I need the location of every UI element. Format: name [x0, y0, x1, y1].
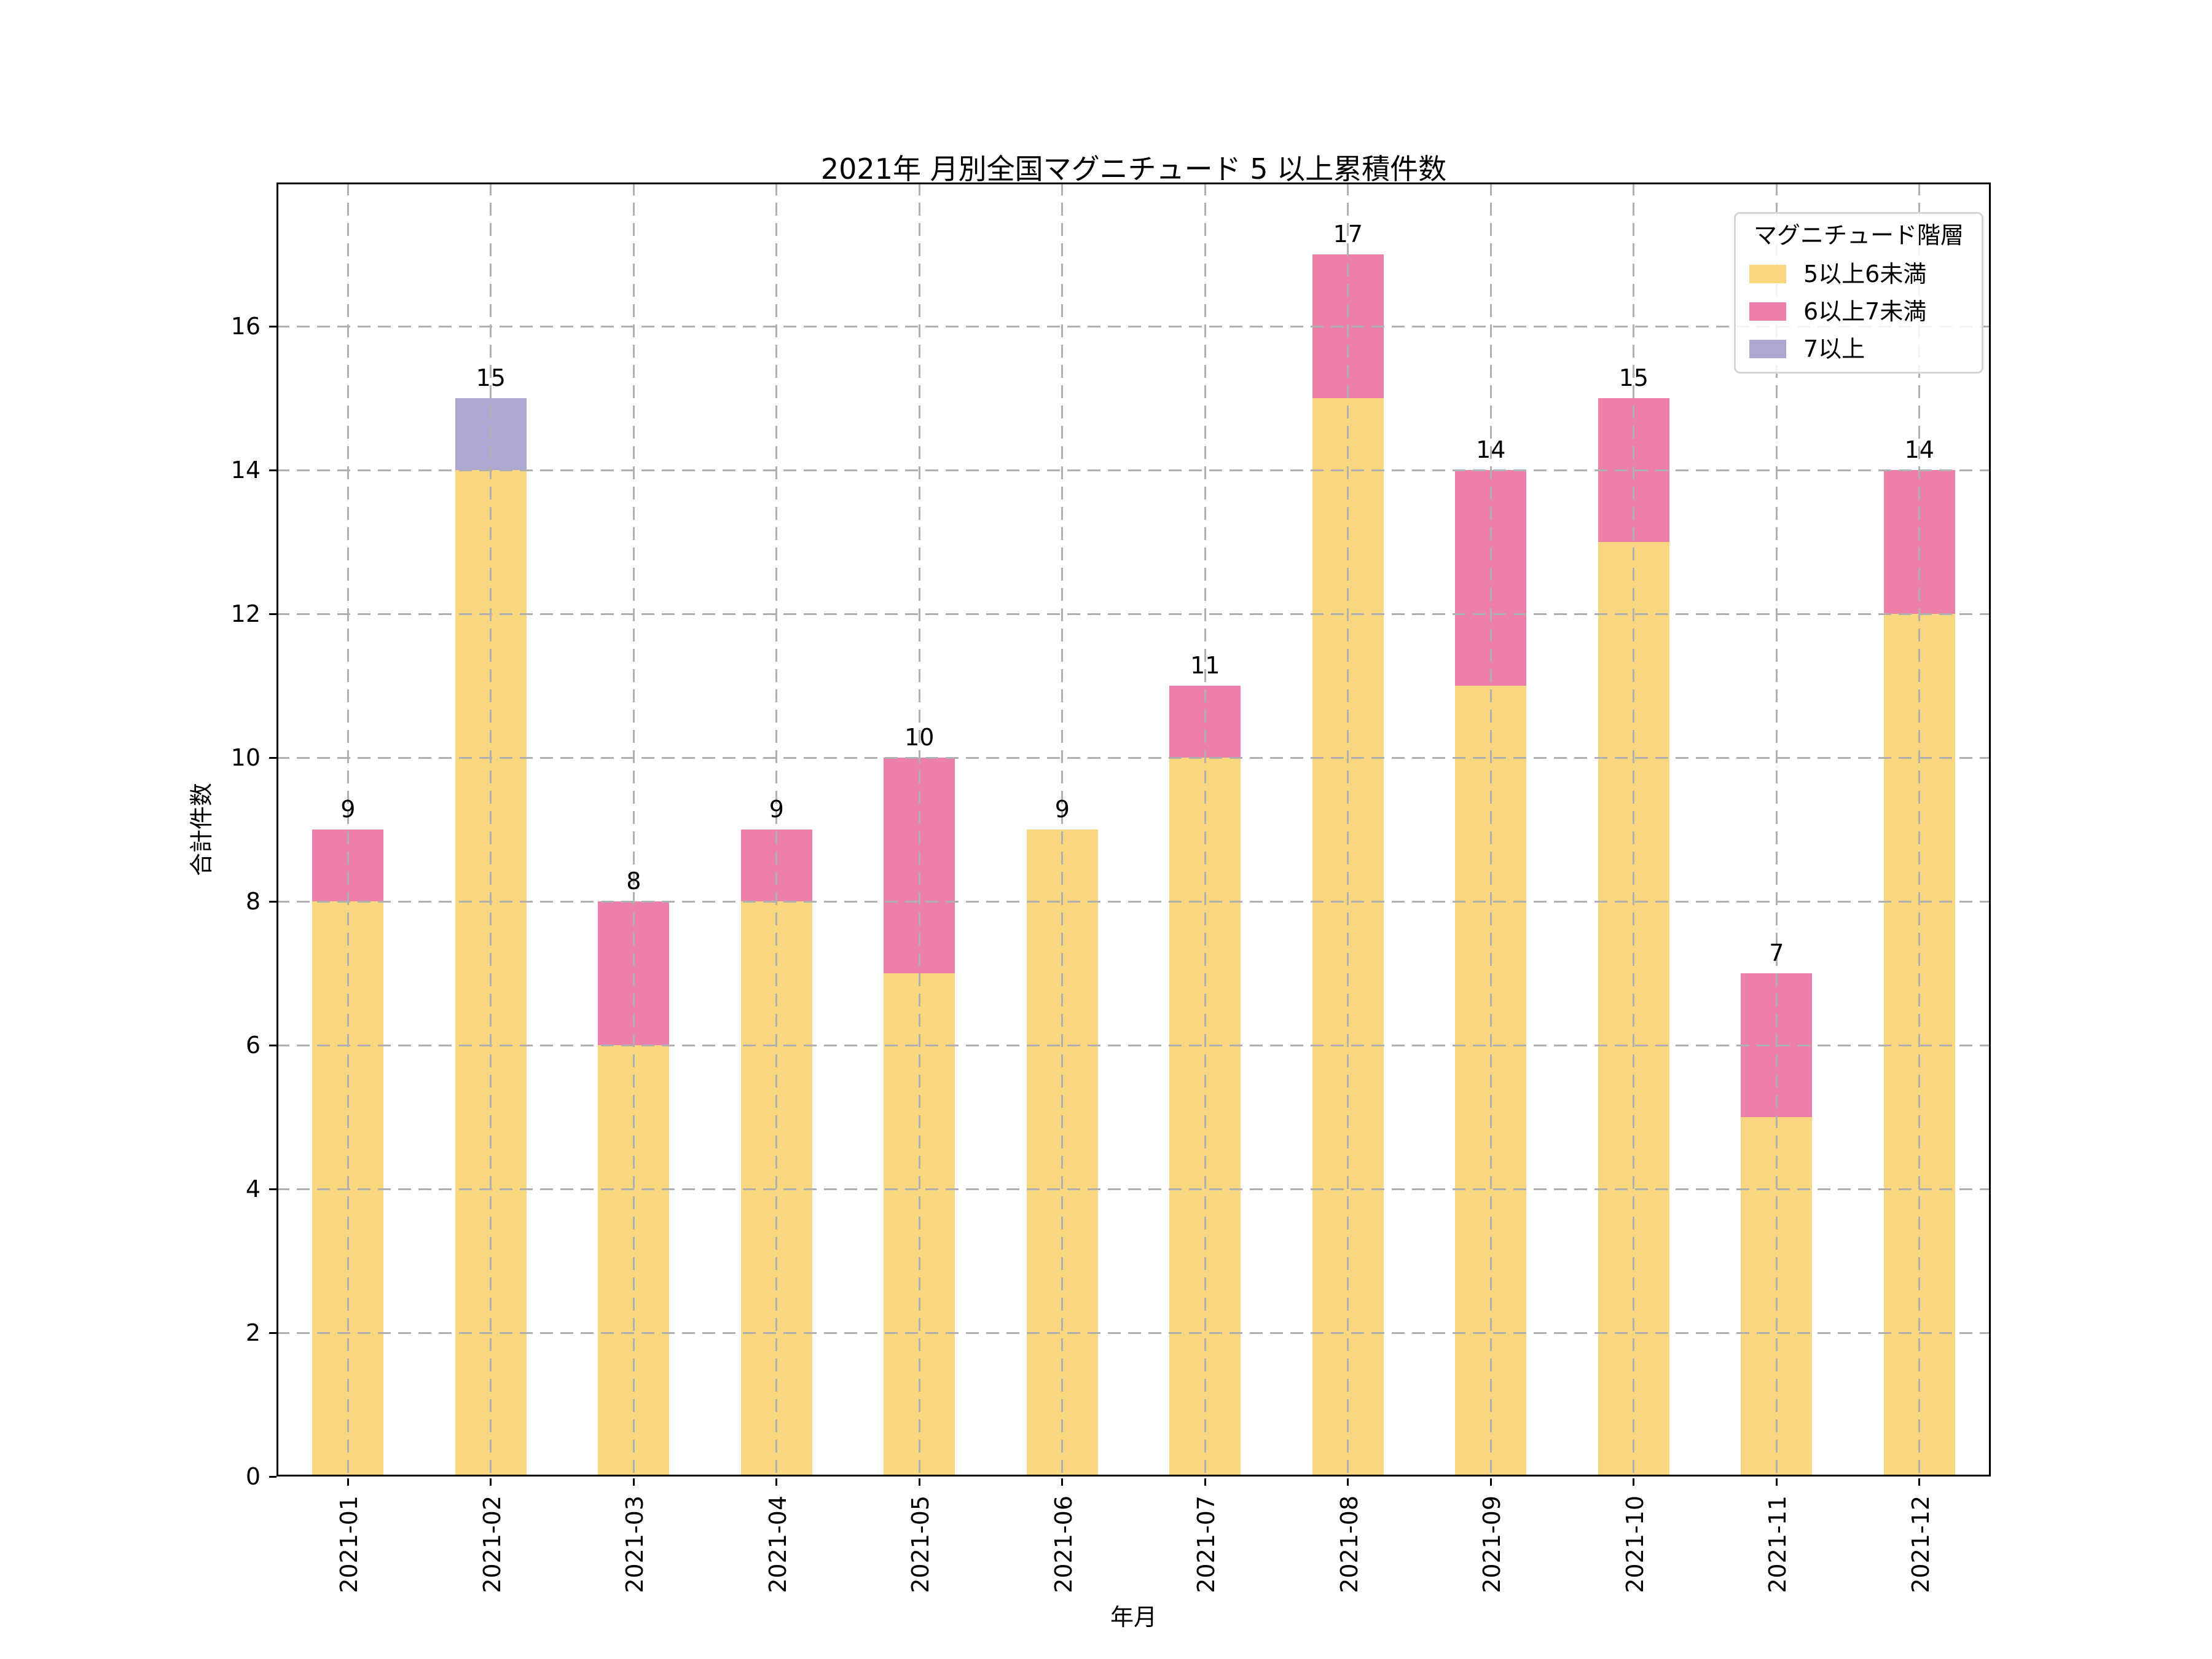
gridline-v	[775, 182, 778, 1477]
bar-value-label: 9	[769, 796, 784, 823]
legend-row: 5以上6未満	[1744, 260, 1973, 288]
x-tick-label: 2021-01	[335, 1496, 363, 1593]
gridline-h	[276, 613, 1991, 615]
x-tick-label: 2021-09	[1478, 1496, 1506, 1593]
x-tick-label: 2021-03	[621, 1496, 649, 1593]
gridline-h	[276, 469, 1991, 471]
x-tick-mark	[490, 1478, 492, 1486]
x-tick-label: 2021-08	[1335, 1496, 1363, 1593]
y-tick-label: 12	[230, 600, 261, 627]
y-tick-label: 2	[245, 1319, 261, 1346]
gridline-h	[276, 325, 1991, 327]
bar-value-label: 15	[476, 364, 506, 391]
y-tick-mark	[269, 1332, 276, 1334]
bar-value-label: 9	[340, 796, 356, 823]
y-tick-mark	[269, 469, 276, 471]
x-tick-label: 2021-07	[1193, 1496, 1220, 1593]
gridline-h	[276, 1332, 1991, 1334]
bar-value-label: 14	[1476, 436, 1506, 463]
x-tick-mark	[1775, 1478, 1778, 1486]
y-tick-mark	[269, 1044, 276, 1046]
bar-value-label: 11	[1190, 652, 1220, 679]
gridline-h	[276, 900, 1991, 903]
y-tick-label: 0	[245, 1463, 261, 1490]
plot-area	[276, 182, 1991, 1477]
gridline-v	[1204, 182, 1206, 1477]
gridline-v	[1918, 182, 1921, 1477]
legend-label-m6: 6以上7未満	[1803, 298, 1927, 325]
legend-box: マグニチュード階層 5以上6未満 6以上7未満 7以上	[1734, 212, 1983, 374]
y-tick-label: 14	[230, 457, 261, 484]
x-tick-label: 2021-04	[764, 1496, 791, 1593]
gridline-v	[918, 182, 920, 1477]
x-tick-mark	[918, 1478, 920, 1486]
y-tick-mark	[269, 756, 276, 759]
y-tick-label: 4	[245, 1175, 261, 1202]
legend-title: マグニチュード階層	[1753, 222, 1964, 249]
x-tick-label: 2021-02	[478, 1496, 506, 1593]
y-tick-label: 10	[230, 744, 261, 771]
legend-swatch-m5-icon	[1749, 265, 1786, 283]
x-tick-label: 2021-10	[1621, 1496, 1649, 1593]
chart-title: 2021年 月別全国マグニチュード 5 以上累積件数	[820, 152, 1447, 186]
y-tick-label: 6	[245, 1032, 261, 1059]
y-tick-label: 16	[230, 313, 261, 340]
gridline-v	[632, 182, 635, 1477]
x-tick-mark	[775, 1478, 778, 1486]
x-tick-mark	[1918, 1478, 1921, 1486]
legend-swatch-m7-icon	[1749, 340, 1786, 358]
x-tick-mark	[1489, 1478, 1492, 1486]
x-axis-label: 年月	[1110, 1604, 1157, 1631]
gridline-v	[1775, 182, 1778, 1477]
legend-row: 7以上	[1744, 335, 1973, 363]
gridline-v	[347, 182, 349, 1477]
gridline-v	[1347, 182, 1349, 1477]
y-tick-mark	[269, 325, 276, 327]
gridline-v	[1061, 182, 1064, 1477]
y-tick-label: 8	[245, 888, 261, 915]
x-tick-mark	[1347, 1478, 1349, 1486]
x-tick-mark	[1204, 1478, 1206, 1486]
legend-label-m7: 7以上	[1803, 335, 1865, 363]
bar-value-label: 8	[626, 868, 641, 895]
gridline-h	[276, 1044, 1991, 1046]
x-tick-mark	[632, 1478, 635, 1486]
y-tick-mark	[269, 900, 276, 903]
gridline-h	[276, 756, 1991, 759]
gridline-v	[1633, 182, 1635, 1477]
x-tick-mark	[347, 1478, 349, 1486]
y-tick-mark	[269, 1188, 276, 1190]
legend-label-m5: 5以上6未満	[1803, 261, 1927, 288]
y-tick-mark	[269, 613, 276, 615]
x-tick-mark	[1633, 1478, 1635, 1486]
bar-value-label: 7	[1769, 939, 1784, 967]
gridline-v	[490, 182, 492, 1477]
gridline-h	[276, 1188, 1991, 1190]
gridline-v	[1489, 182, 1492, 1477]
y-tick-mark	[269, 1475, 276, 1478]
legend-row: 6以上7未満	[1744, 297, 1973, 326]
x-tick-mark	[1061, 1478, 1064, 1486]
bar-value-label: 15	[1618, 364, 1649, 391]
x-tick-label: 2021-06	[1049, 1496, 1077, 1593]
bar-value-label: 10	[904, 724, 935, 751]
x-tick-label: 2021-11	[1764, 1496, 1792, 1593]
bar-value-label: 9	[1054, 796, 1070, 823]
x-tick-label: 2021-05	[907, 1496, 935, 1593]
legend-swatch-m6-icon	[1749, 302, 1786, 321]
bar-value-label: 14	[1904, 436, 1934, 463]
x-tick-label: 2021-12	[1907, 1496, 1934, 1593]
bar-value-label: 17	[1333, 221, 1363, 248]
